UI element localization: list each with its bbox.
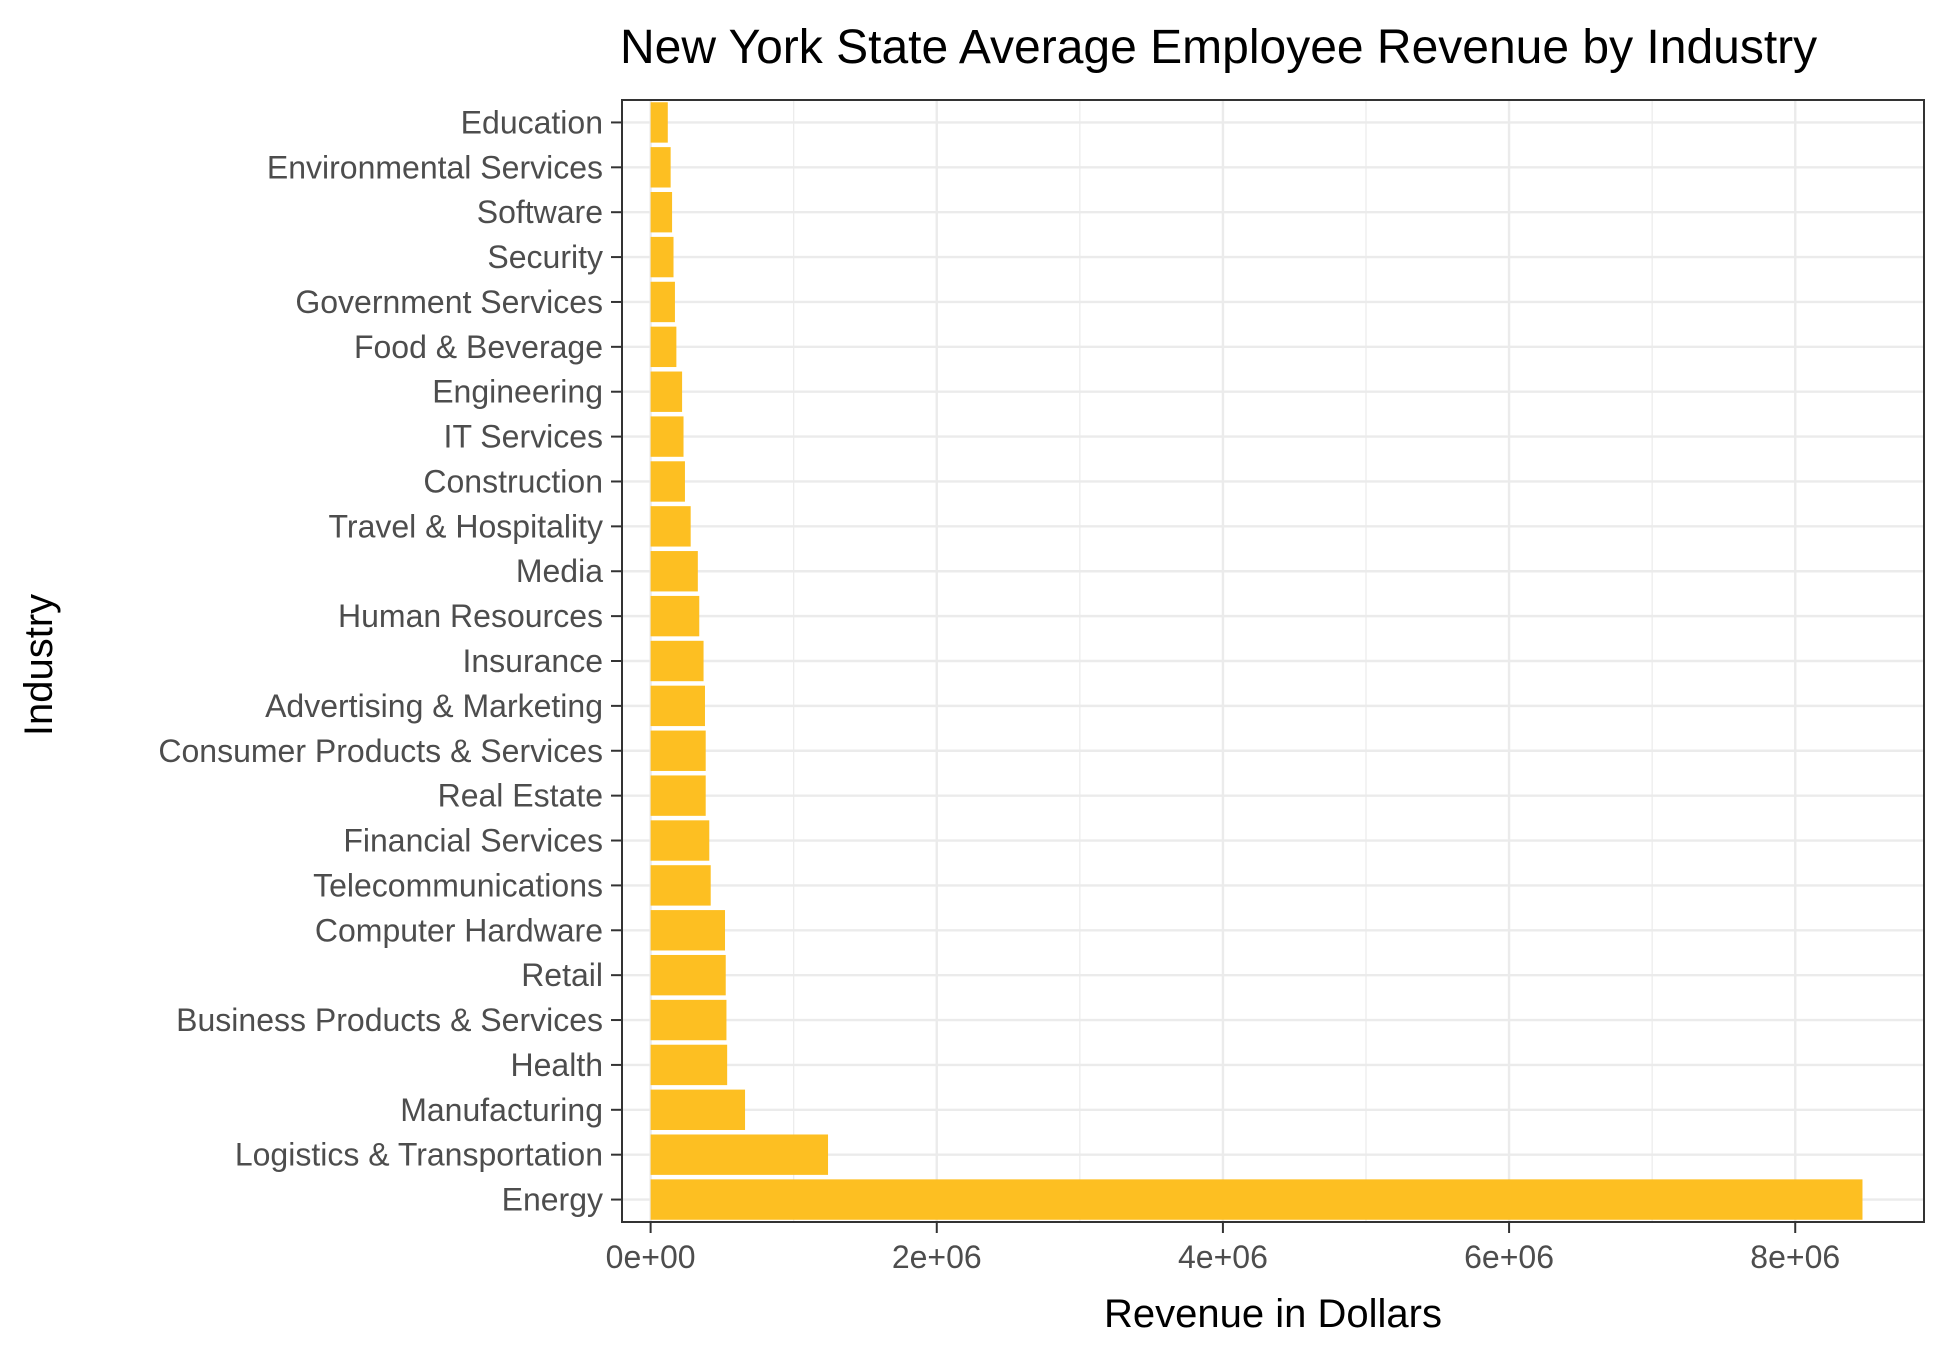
bar — [650, 281, 675, 323]
y-tick-label: Security — [487, 239, 603, 275]
y-tick-label: Health — [511, 1047, 604, 1083]
bar — [650, 1179, 1863, 1220]
bar — [650, 775, 706, 816]
y-tick-label: Environmental Services — [267, 149, 603, 185]
bar — [650, 1089, 746, 1130]
bar — [650, 416, 684, 457]
y-tick-label: Insurance — [462, 643, 603, 679]
y-tick-label: Financial Services — [343, 823, 603, 859]
y-tick-label: Energy — [502, 1182, 603, 1218]
y-tick-label: Software — [477, 194, 603, 230]
bars — [650, 102, 1863, 1220]
bar — [650, 461, 685, 502]
y-tick-label: Media — [516, 553, 603, 589]
bar — [650, 595, 700, 637]
y-axis-title: Industry — [17, 594, 61, 736]
grid-lines — [622, 100, 1924, 1222]
bar — [650, 820, 710, 861]
bar — [650, 1134, 829, 1175]
y-tick-label: Real Estate — [438, 778, 603, 814]
y-tick-label: Consumer Products & Services — [158, 733, 603, 769]
bar — [650, 1044, 728, 1086]
y-tick-label: Human Resources — [338, 598, 603, 634]
y-tick-label: Retail — [521, 957, 603, 993]
bar — [650, 147, 671, 188]
y-tick-label: Construction — [423, 463, 603, 499]
y-tick-label: Business Products & Services — [176, 1002, 603, 1038]
bar — [650, 685, 705, 727]
y-tick-label: Government Services — [295, 284, 603, 320]
y-tick-label: Education — [461, 104, 603, 140]
y-tick-label: Computer Hardware — [315, 912, 603, 948]
y-tick-label: Advertising & Marketing — [265, 688, 603, 724]
x-tick-label: 8e+06 — [1750, 1239, 1840, 1275]
x-axis-title: Revenue in Dollars — [1104, 1292, 1442, 1336]
bar — [650, 999, 727, 1041]
chart-title: New York State Average Employee Revenue … — [620, 21, 1817, 74]
y-tick-label: IT Services — [444, 419, 603, 455]
x-tick-label: 0e+00 — [606, 1239, 696, 1275]
y-tick-label: Manufacturing — [400, 1092, 603, 1128]
x-axis: 0e+00 2e+06 4e+06 6e+06 8e+06 — [606, 1222, 1840, 1275]
bar — [650, 640, 704, 682]
bar — [650, 730, 706, 771]
bar — [650, 910, 726, 951]
bar — [650, 326, 677, 368]
y-tick-label: Food & Beverage — [354, 329, 603, 365]
bar — [650, 371, 683, 412]
y-tick-label: Logistics & Transportation — [235, 1137, 603, 1173]
bar — [650, 865, 711, 906]
bar — [650, 236, 674, 278]
x-tick-label: 2e+06 — [892, 1239, 982, 1275]
x-tick-label: 4e+06 — [1178, 1239, 1268, 1275]
bar — [650, 192, 673, 233]
bar — [650, 954, 726, 996]
y-tick-label: Engineering — [432, 374, 603, 410]
bar — [650, 551, 698, 592]
bar — [650, 506, 691, 547]
bar — [650, 102, 668, 143]
y-tick-label: Travel & Hospitality — [329, 508, 603, 544]
y-axis: Education Environmental Services Software S… — [158, 104, 622, 1218]
y-tick-label: Telecommunications — [313, 867, 603, 903]
x-tick-label: 6e+06 — [1464, 1239, 1554, 1275]
